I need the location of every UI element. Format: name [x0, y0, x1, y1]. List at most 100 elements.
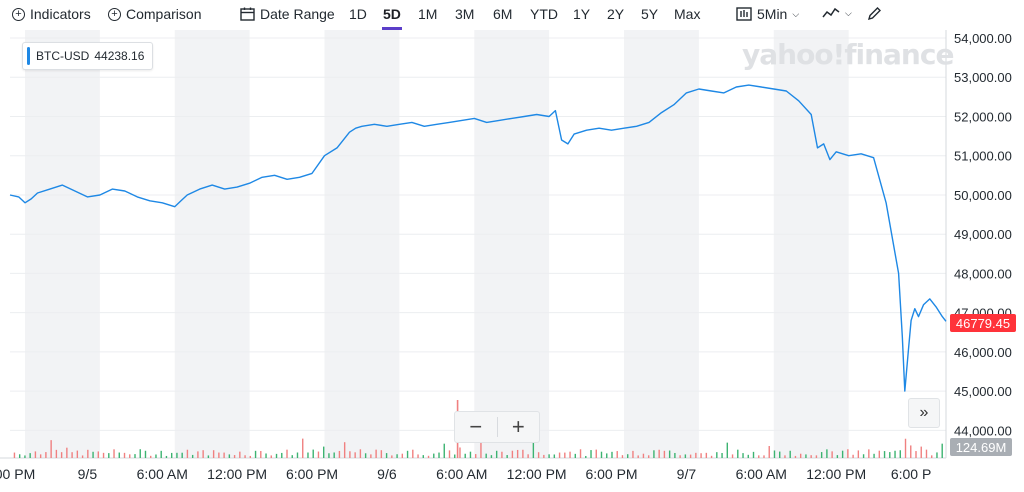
x-tick-label: 12:00 PM	[207, 466, 267, 482]
range-max-button[interactable]: Max	[674, 6, 701, 22]
volume-bar	[118, 452, 120, 458]
plus-circle-icon: +	[108, 7, 121, 21]
calendar-icon	[240, 7, 255, 21]
x-tick-label: 6:00 AM	[137, 466, 188, 482]
line-chart-icon	[822, 7, 840, 18]
volume-bar	[841, 450, 844, 458]
range-5y-button[interactable]: 5Y	[641, 6, 659, 22]
range-1d-button[interactable]: 1D	[349, 6, 367, 22]
volume-bar	[899, 450, 901, 458]
volume-bar	[579, 449, 582, 458]
zoom-in-button[interactable]: +	[511, 414, 525, 439]
volume-bar	[847, 449, 849, 458]
volume-bar	[24, 455, 26, 458]
draw-button[interactable]	[867, 6, 882, 21]
volume-bar	[66, 447, 68, 458]
volume-bar	[312, 449, 314, 458]
volume-bar	[207, 455, 210, 458]
volume-bar	[873, 453, 875, 458]
plus-circle-icon: +	[12, 7, 25, 21]
volume-bar	[396, 454, 398, 458]
price-chart[interactable]: 44,000.0045,000.0046,000.0047,000.0048,0…	[0, 30, 1024, 492]
volume-bar	[186, 449, 189, 458]
volume-bar	[197, 451, 199, 458]
date-range-button[interactable]: Date Range	[240, 6, 335, 22]
zoom-divider	[496, 417, 498, 437]
volume-bar	[836, 455, 839, 458]
volume-bar	[45, 452, 47, 458]
volume-bar	[475, 454, 477, 458]
volume-bar	[826, 449, 828, 458]
volume-bar	[254, 450, 257, 458]
volume-bar	[773, 450, 776, 458]
volume-bar	[889, 452, 891, 458]
interval-select[interactable]: 5Min ⌵	[736, 6, 799, 22]
volume-bar	[621, 455, 624, 458]
volume-bar	[689, 454, 692, 458]
volume-bar	[391, 455, 393, 458]
volume-bar	[469, 451, 472, 458]
x-tick-label: 6:00 AM	[436, 466, 487, 482]
range-1m-button[interactable]: 1M	[418, 6, 438, 22]
y-tick-label: 49,000.00	[954, 227, 1012, 242]
indicators-button[interactable]: + Indicators	[12, 6, 91, 22]
volume-bar	[228, 454, 231, 458]
volume-bar	[883, 451, 886, 458]
series-legend[interactable]: BTC-USD 44238.16	[22, 42, 154, 70]
volume-bar	[527, 454, 529, 458]
chart-type-select[interactable]: ⌵	[822, 7, 852, 19]
volume-bar	[600, 451, 603, 458]
volume-bar	[726, 442, 729, 458]
volume-bar	[668, 450, 671, 458]
volume-bar	[39, 454, 42, 458]
volume-bar	[931, 455, 933, 458]
volume-bar	[590, 450, 592, 458]
volume-bar	[218, 452, 220, 458]
range-2y-button[interactable]: 2Y	[607, 6, 625, 22]
scroll-to-end-button[interactable]: »	[908, 398, 940, 428]
session-band	[773, 30, 849, 458]
volume-bar	[763, 455, 765, 458]
range-5d-button[interactable]: 5D	[383, 6, 401, 22]
volume-bar	[857, 450, 860, 458]
volume-bar	[716, 452, 718, 458]
pencil-icon	[867, 7, 881, 21]
session-band	[324, 30, 400, 458]
volume-bar	[286, 449, 288, 458]
range-6m-button[interactable]: 6M	[493, 6, 513, 22]
range-ytd-button[interactable]: YTD	[530, 6, 558, 22]
y-tick-label: 53,000.00	[954, 70, 1012, 85]
volume-bar	[831, 451, 833, 458]
volume-bar	[265, 453, 267, 458]
volume-bar	[574, 453, 576, 458]
volume-bar	[328, 453, 330, 458]
volume-bar	[443, 443, 445, 458]
volume-bar	[160, 450, 162, 458]
volume-bar	[433, 453, 435, 458]
volume-bar	[695, 452, 697, 458]
volume-bar	[485, 453, 487, 458]
volume-bar	[322, 446, 325, 458]
volume-bar	[820, 452, 823, 458]
volume-bar	[270, 455, 272, 458]
zoom-out-button[interactable]: −	[469, 414, 483, 439]
volume-bar	[113, 449, 115, 458]
comparison-button[interactable]: + Comparison	[108, 6, 201, 22]
volume-bar	[658, 449, 660, 458]
volume-bar	[233, 455, 236, 458]
volume-bar	[18, 454, 21, 458]
volume-bar	[805, 454, 807, 458]
volume-bar	[506, 455, 508, 458]
range-1y-button[interactable]: 1Y	[573, 6, 591, 22]
volume-bar	[564, 452, 566, 458]
volume-bar	[894, 450, 896, 458]
volume-bar	[223, 452, 225, 458]
volume-bar	[87, 449, 89, 458]
legend-value: 44238.16	[94, 49, 145, 63]
zoom-controls: − +	[454, 411, 540, 443]
volume-bar	[438, 452, 440, 458]
volume-bar	[779, 451, 781, 458]
x-tick-label: 00 PM	[0, 466, 35, 482]
range-3m-button[interactable]: 3M	[455, 6, 475, 22]
x-tick-label: 6:00 P	[891, 466, 931, 482]
